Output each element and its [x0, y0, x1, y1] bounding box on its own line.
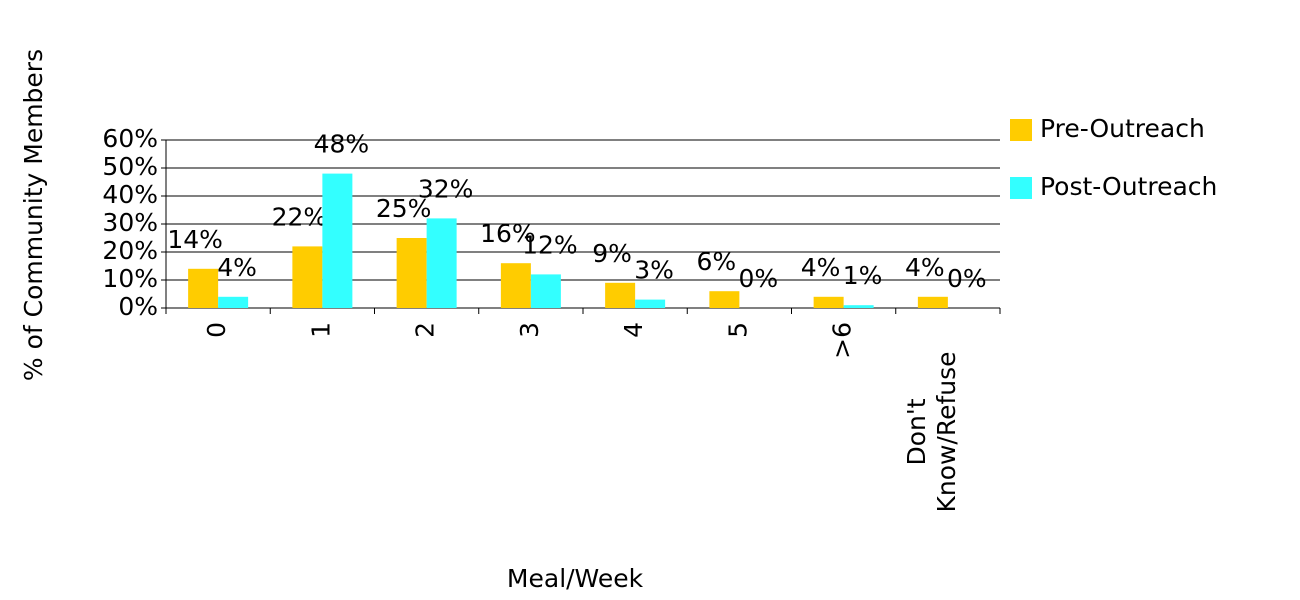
legend-label: Pre-Outreach [1040, 114, 1205, 143]
data-label: 0% [947, 264, 987, 293]
y-tick-label: 60% [102, 124, 158, 153]
bar [188, 268, 219, 308]
data-label: 0% [739, 264, 779, 293]
y-tick-label: 40% [102, 180, 158, 209]
x-tick-label: >6 [828, 322, 857, 359]
legend-swatch [1010, 177, 1032, 199]
x-tick-label: 2 [411, 322, 440, 338]
x-tick-label: 3 [515, 322, 544, 338]
bar [635, 299, 666, 308]
data-label: 4% [801, 253, 841, 282]
data-label: 25% [376, 194, 432, 223]
data-label: 48% [314, 130, 370, 159]
data-label: 4% [905, 253, 945, 282]
bar [917, 296, 948, 308]
data-label: 3% [634, 256, 674, 285]
data-label: 6% [697, 247, 737, 276]
data-label: 16% [480, 219, 536, 248]
data-label: 12% [522, 230, 578, 259]
bar [530, 274, 561, 308]
bar [322, 173, 353, 308]
data-label: 9% [592, 239, 632, 268]
bar [218, 296, 249, 308]
data-label: 14% [167, 225, 223, 254]
bar [709, 291, 740, 308]
x-tick-label: 5 [723, 322, 752, 338]
bar [426, 218, 457, 308]
legend-swatch [1010, 119, 1032, 141]
bar [396, 238, 427, 308]
y-tick-label: 10% [102, 264, 158, 293]
y-tick-label: 20% [102, 236, 158, 265]
bar [605, 282, 636, 308]
y-tick-label: 50% [102, 152, 158, 181]
data-label: 4% [217, 253, 257, 282]
x-tick-label: 0 [202, 322, 231, 338]
x-axis-title: Meal/Week [507, 564, 644, 593]
bar [292, 246, 323, 308]
y-axis-title: % of Community Members [19, 49, 48, 381]
data-label: 32% [418, 174, 474, 203]
x-tick-label: 4 [619, 322, 648, 338]
data-label: 1% [843, 261, 883, 290]
bar [813, 296, 844, 308]
x-tick-label: Don'tKnow/Refuse [902, 351, 961, 512]
x-tick-label: 1 [306, 322, 335, 338]
bar [843, 305, 874, 308]
bar [500, 263, 531, 308]
data-label: 22% [272, 202, 328, 231]
y-tick-label: 0% [118, 292, 158, 321]
legend-label: Post-Outreach [1040, 172, 1217, 201]
y-tick-label: 30% [102, 208, 158, 237]
